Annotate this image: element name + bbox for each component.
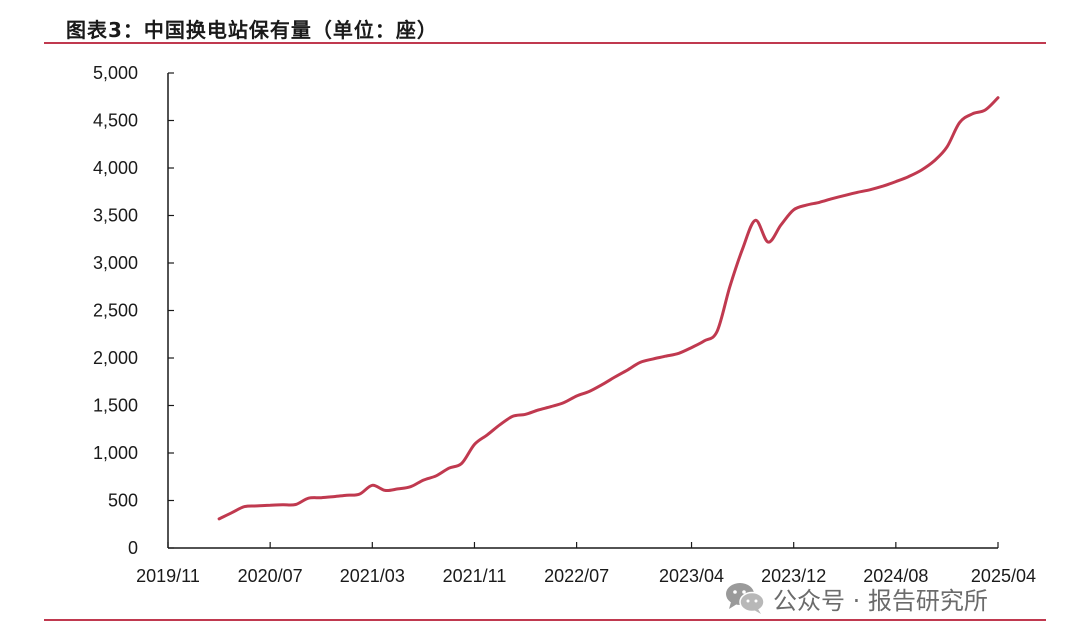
top-divider — [44, 42, 1046, 44]
wechat-icon — [726, 583, 765, 614]
x-tick-label: 2019/11 — [136, 566, 200, 586]
y-tick-label: 500 — [108, 491, 138, 511]
y-tick-label: 2,500 — [93, 301, 138, 321]
chart-axes — [167, 73, 998, 549]
y-tick-label: 1,500 — [93, 396, 138, 416]
y-tick-label: 4,000 — [93, 158, 138, 178]
x-tick-label: 2025/04 — [971, 566, 1036, 586]
y-tick-label: 4,500 — [93, 111, 138, 131]
x-tick-label: 2022/07 — [544, 566, 609, 586]
y-tick-label: 3,000 — [93, 253, 138, 273]
x-tick-label: 2023/04 — [659, 566, 724, 586]
y-tick-label: 0 — [128, 538, 138, 558]
chart-title: 图表3：中国换电站保有量（单位：座） — [66, 18, 438, 42]
plot-area — [217, 96, 1000, 521]
y-tick-label: 2,000 — [93, 348, 138, 368]
y-tick-label: 5,000 — [93, 63, 138, 83]
x-tick-label: 2023/12 — [761, 566, 826, 586]
x-axis-ticks: 2019/11 2020/07 2021/03 2021/11 2022/07 2023/… — [136, 542, 1036, 586]
y-tick-label: 1,000 — [93, 443, 138, 463]
bottom-divider — [44, 619, 1046, 621]
watermark: 公众号 · 报告研究所 — [725, 578, 988, 618]
watermark-text: 公众号 · 报告研究所 — [773, 586, 988, 615]
y-tick-label: 3,500 — [93, 206, 138, 226]
x-tick-label: 2024/08 — [863, 566, 928, 586]
x-tick-label: 2021/11 — [443, 566, 507, 586]
series-line — [217, 96, 1000, 521]
x-tick-label: 2021/03 — [340, 566, 405, 586]
y-axis-ticks: 0 500 1,000 1,500 2,000 2,500 3,000 3,500 4,000 4… — [93, 63, 174, 558]
x-tick-label: 2020/07 — [238, 566, 303, 586]
